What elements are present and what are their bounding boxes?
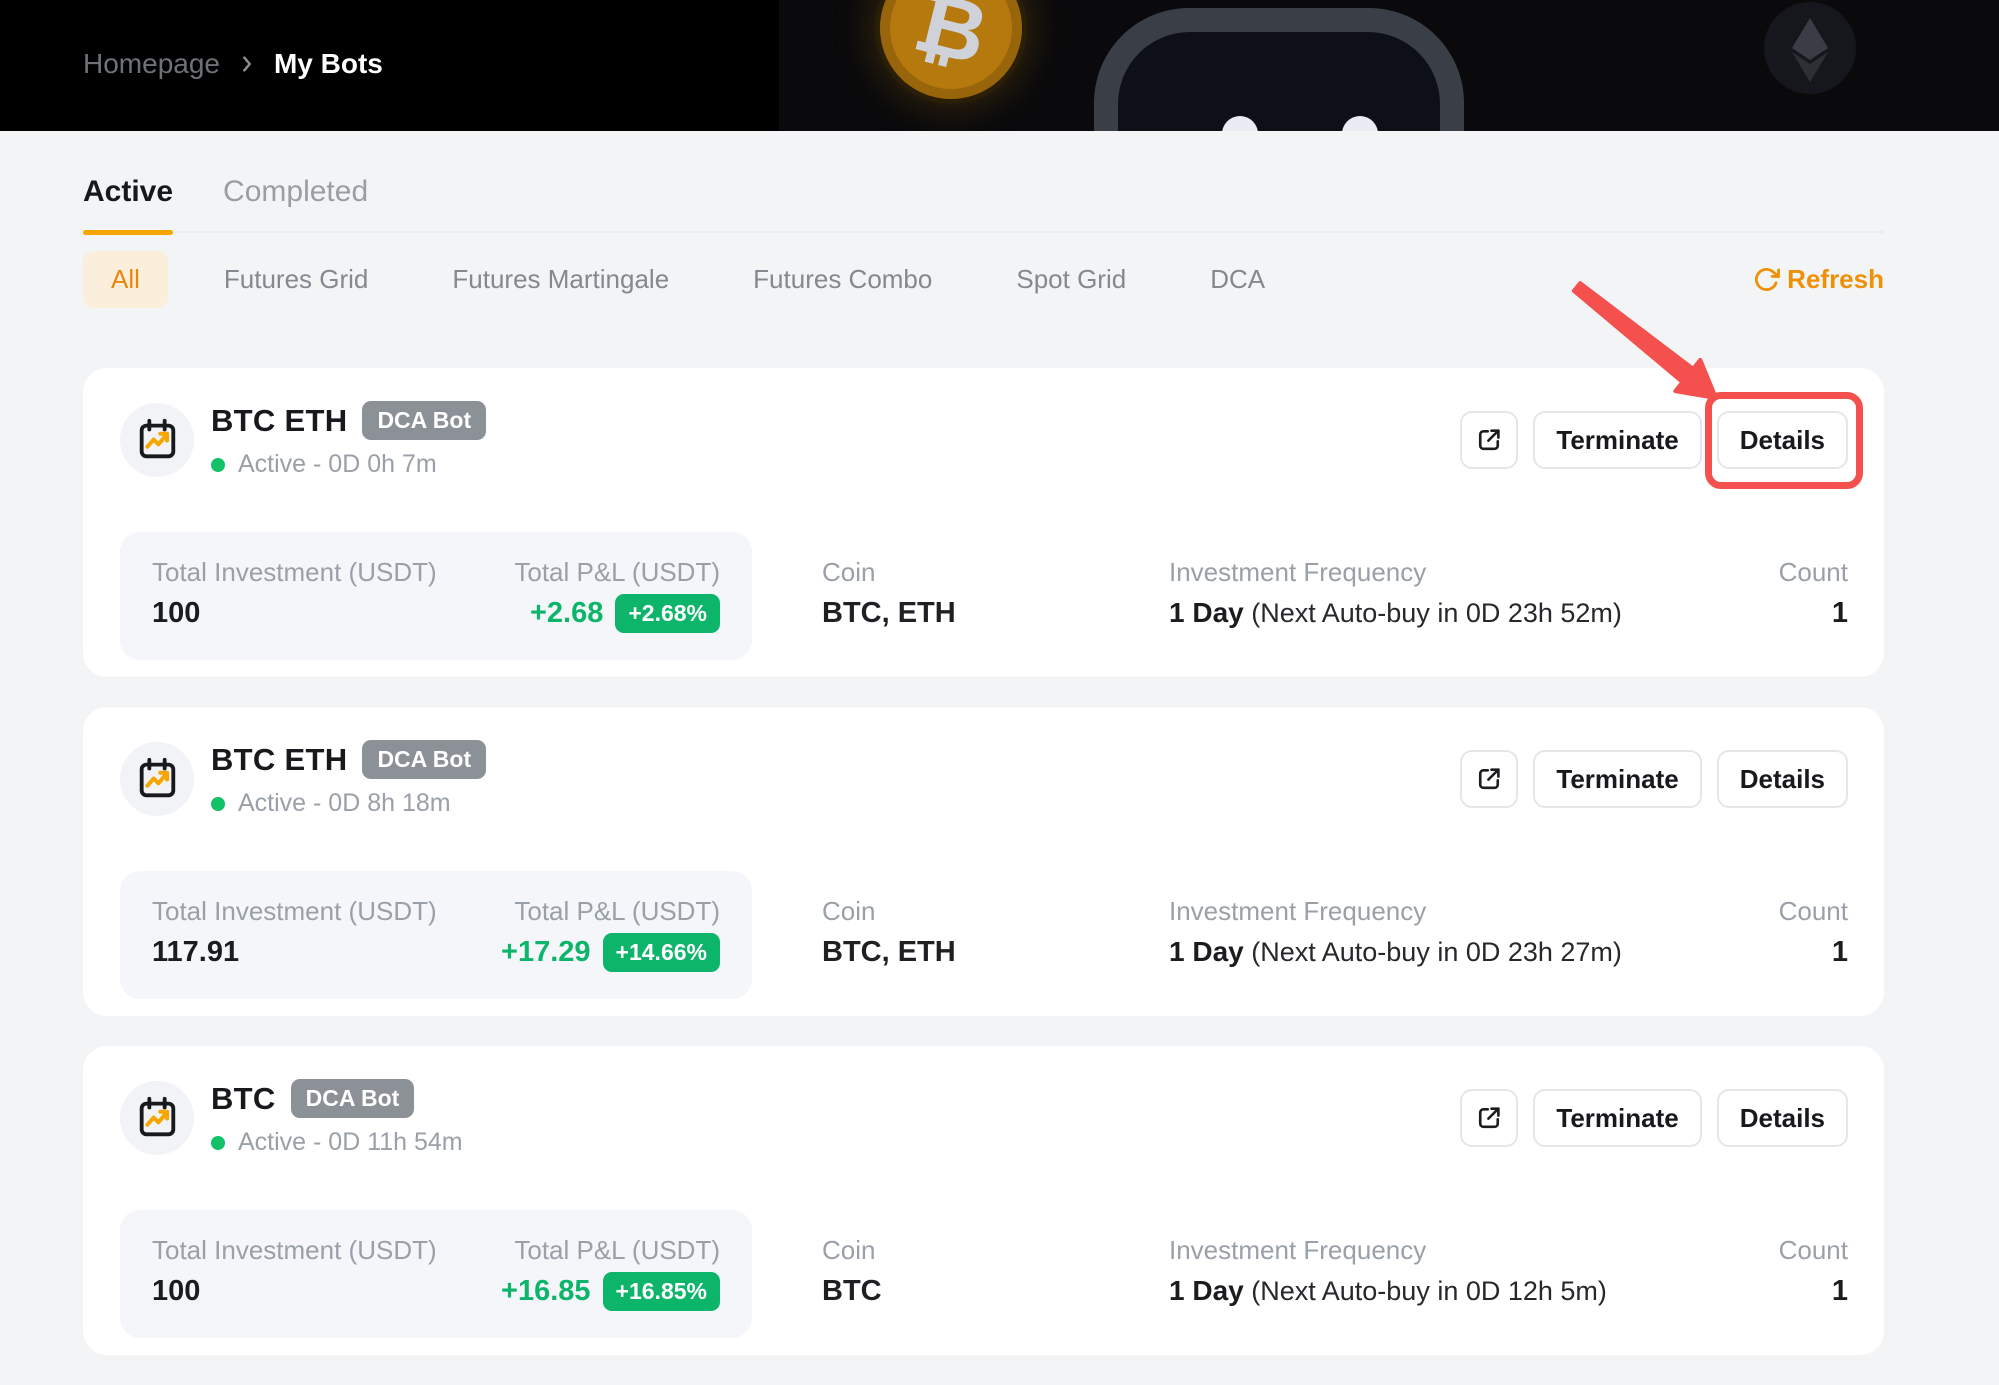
count-value: 1 (1831, 597, 1848, 629)
calendar-trend-icon (120, 1081, 194, 1155)
bot-name: BTC ETH (211, 741, 348, 777)
details-button[interactable]: Details (1716, 750, 1848, 808)
bot-card: BTC ETH DCA Bot Active - 0D 0h 7m (83, 368, 1884, 677)
filter-all[interactable]: All (83, 251, 168, 308)
dca-bot-badge: DCA Bot (290, 1079, 415, 1118)
total-investment-value: 100 (152, 1275, 201, 1307)
details-button[interactable]: Details (1716, 1089, 1848, 1147)
details-button[interactable]: Details (1716, 411, 1848, 469)
coin-label: Coin (822, 1235, 876, 1265)
refresh-arrow-icon (1755, 267, 1781, 292)
investment-pnl-panel: Total Investment (USDT) 100 Total P&L (U… (120, 532, 752, 660)
status-text: Active - 0D 8h 18m (238, 789, 451, 817)
coin-value: BTC (822, 1275, 882, 1307)
external-link-icon (1479, 1107, 1501, 1129)
terminate-button[interactable]: Terminate (1533, 411, 1702, 469)
chevron-right-icon (243, 56, 251, 72)
banner-artwork: ₿ (779, 0, 1999, 131)
ethereum-icon (1764, 2, 1856, 94)
calendar-trend-icon (120, 403, 194, 477)
status-text: Active - 0D 11h 54m (238, 1128, 463, 1156)
pnl-percent-badge: +2.68% (615, 594, 720, 633)
status-dot (211, 1135, 225, 1150)
coin-value: BTC, ETH (822, 597, 956, 629)
investment-pnl-panel: Total Investment (USDT) 117.91 Total P&L… (120, 871, 752, 999)
coin-label: Coin (822, 557, 876, 587)
open-external-button[interactable] (1460, 1089, 1519, 1147)
calendar-trend-icon (120, 742, 194, 816)
status-dot (211, 796, 225, 811)
pnl-percent-badge: +16.85% (602, 1272, 720, 1311)
status-dot (211, 457, 225, 472)
breadcrumb: Homepage My Bots (83, 48, 383, 80)
investment-frequency-label: Investment Frequency (1169, 1235, 1427, 1265)
tab-completed[interactable]: Completed (223, 175, 369, 208)
external-link-icon (1479, 768, 1501, 790)
count-label: Count (1778, 896, 1848, 926)
tab-active[interactable]: Active (83, 175, 174, 235)
coin-label: Coin (822, 896, 876, 926)
pnl-value: +16.85 (501, 1275, 591, 1307)
top-banner: ₿ Homepage My Bots (0, 0, 1999, 131)
bot-name: BTC (211, 1080, 276, 1116)
investment-frequency-value: 1 Day (Next Auto-buy in 0D 23h 52m) (1169, 597, 1622, 628)
terminate-button[interactable]: Terminate (1533, 1089, 1702, 1147)
investment-frequency-label: Investment Frequency (1169, 557, 1427, 587)
total-pnl-label: Total P&L (USDT) (514, 896, 720, 926)
count-label: Count (1778, 557, 1848, 587)
external-link-icon (1479, 429, 1501, 451)
dca-bot-badge: DCA Bot (362, 740, 487, 779)
bot-card: BTC DCA Bot Active - 0D 11h 54m (83, 1046, 1884, 1355)
pnl-percent-badge: +14.66% (602, 933, 720, 972)
main-content: Active Completed All Futures Grid Future… (0, 175, 1999, 1355)
total-pnl-label: Total P&L (USDT) (514, 557, 720, 587)
pnl-value: +2.68 (529, 597, 604, 629)
investment-frequency-value: 1 Day (Next Auto-buy in 0D 23h 27m) (1169, 936, 1622, 967)
count-label: Count (1778, 1235, 1848, 1265)
count-value: 1 (1831, 936, 1848, 968)
total-pnl-label: Total P&L (USDT) (514, 1235, 720, 1265)
investment-frequency-value: 1 Day (Next Auto-buy in 0D 12h 5m) (1169, 1275, 1607, 1306)
bot-card: BTC ETH DCA Bot Active - 0D 8h 18m (83, 707, 1884, 1016)
refresh-button[interactable]: Refresh (1753, 264, 1884, 295)
pnl-value: +17.29 (501, 936, 591, 968)
bot-name: BTC ETH (211, 402, 348, 438)
breadcrumb-homepage-link[interactable]: Homepage (83, 48, 220, 79)
total-investment-value: 100 (152, 597, 201, 629)
count-value: 1 (1831, 1275, 1848, 1307)
status-text: Active - 0D 0h 7m (238, 450, 437, 478)
total-investment-value: 117.91 (152, 936, 240, 968)
coin-value: BTC, ETH (822, 936, 956, 968)
terminate-button[interactable]: Terminate (1533, 750, 1702, 808)
open-external-button[interactable] (1460, 411, 1519, 469)
investment-pnl-panel: Total Investment (USDT) 100 Total P&L (U… (120, 1210, 752, 1338)
filter-dca[interactable]: DCA (1210, 264, 1266, 294)
filter-bar: All Futures Grid Futures Martingale Futu… (83, 251, 1884, 308)
filter-spot-grid[interactable]: Spot Grid (1016, 264, 1127, 294)
total-investment-label: Total Investment (USDT) (152, 896, 437, 926)
breadcrumb-current: My Bots (273, 48, 383, 79)
total-investment-label: Total Investment (USDT) (152, 557, 437, 587)
filter-futures-grid[interactable]: Futures Grid (223, 264, 369, 294)
filter-futures-combo[interactable]: Futures Combo (753, 264, 933, 294)
tab-bar: Active Completed (83, 175, 1884, 235)
bitcoin-coin-icon: ₿ (858, 0, 1044, 121)
robot-mascot (1094, 8, 1464, 131)
filter-futures-martingale[interactable]: Futures Martingale (452, 264, 670, 294)
total-investment-label: Total Investment (USDT) (152, 1235, 437, 1265)
investment-frequency-label: Investment Frequency (1169, 896, 1427, 926)
open-external-button[interactable] (1460, 750, 1519, 808)
dca-bot-badge: DCA Bot (362, 401, 487, 440)
